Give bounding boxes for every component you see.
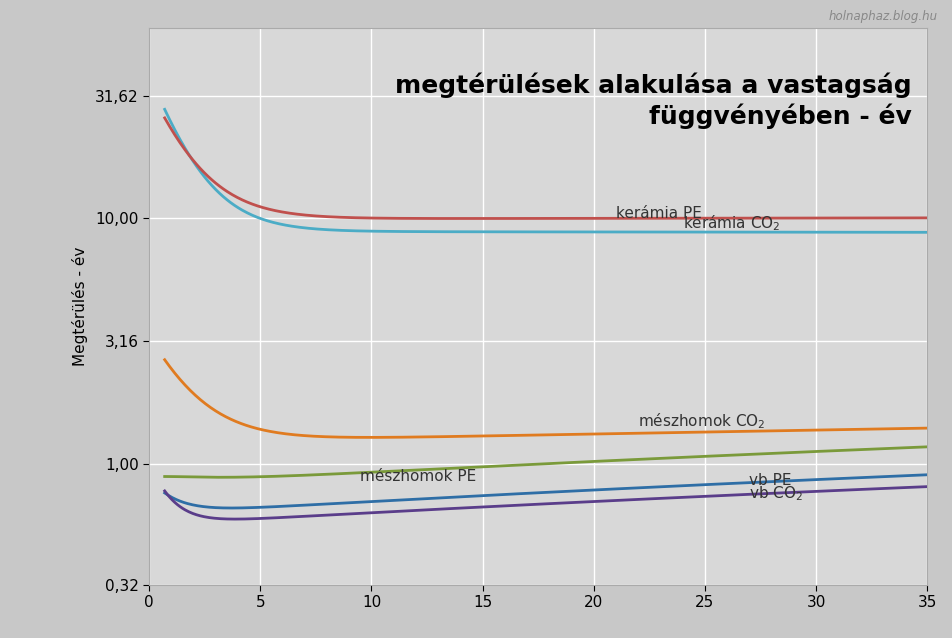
Text: holnaphaz.blog.hu: holnaphaz.blog.hu	[828, 10, 938, 22]
Text: mészhomok PE: mészhomok PE	[361, 470, 477, 484]
Text: vb CO$_2$: vb CO$_2$	[749, 484, 803, 503]
Text: kerámia PE: kerámia PE	[616, 205, 702, 221]
Y-axis label: Megtérülés - év: Megtérülés - év	[72, 247, 89, 366]
Text: megtérülések alakulása a vastagság
függvényében - év: megtérülések alakulása a vastagság függv…	[395, 72, 912, 130]
Text: mészhomok CO$_2$: mészhomok CO$_2$	[638, 412, 765, 431]
Text: vb PE: vb PE	[749, 473, 792, 488]
Text: kerámia CO$_2$: kerámia CO$_2$	[683, 213, 781, 233]
